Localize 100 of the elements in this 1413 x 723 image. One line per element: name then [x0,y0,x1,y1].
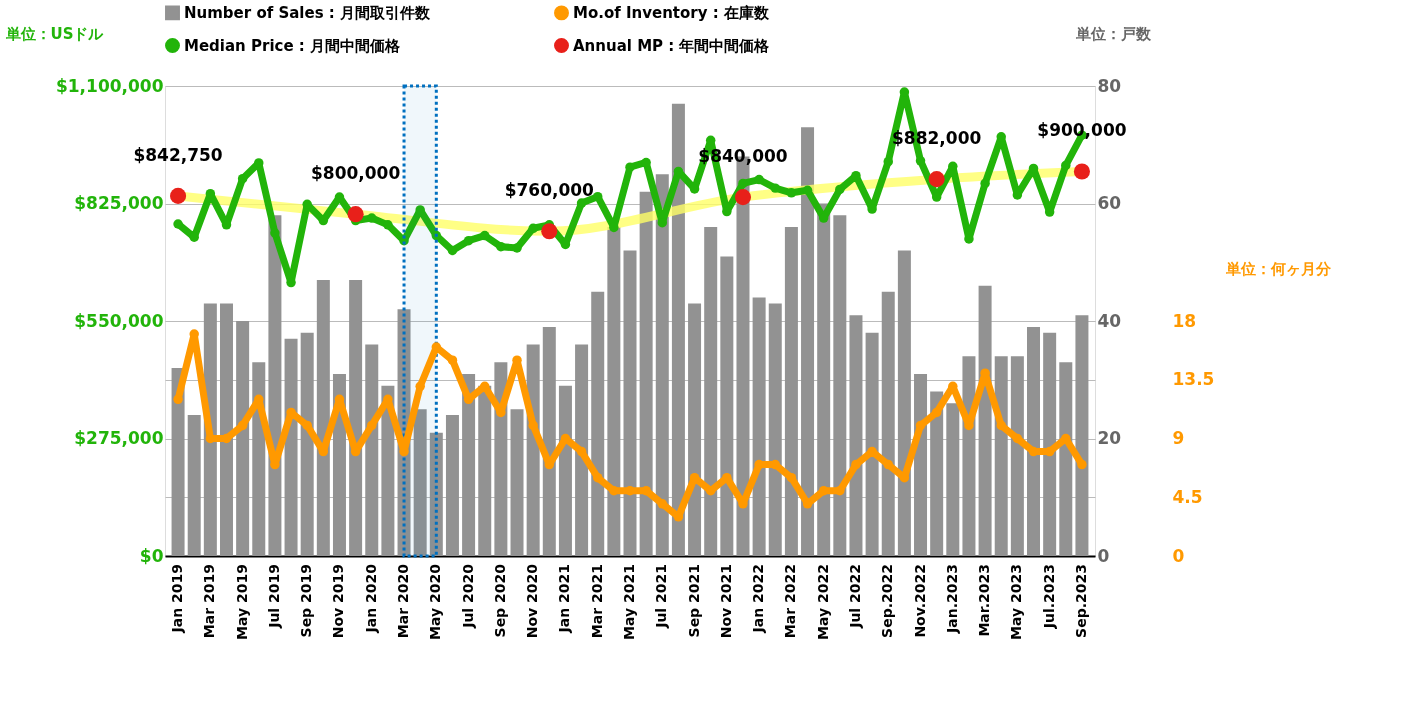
point [641,485,651,496]
bar [300,332,314,556]
point [367,420,377,431]
bar [171,368,185,556]
point [528,420,538,431]
bar [607,227,621,556]
bar [801,127,815,556]
y3-tick-label: 18 [1172,310,1197,331]
point [237,173,248,184]
bar [365,344,379,556]
bar [494,362,508,556]
bar [462,373,476,556]
bar [445,415,459,556]
bar [1059,362,1073,556]
bar [655,174,669,556]
bar [187,415,201,556]
bar [865,332,879,556]
bar [575,344,589,556]
bar [704,227,718,556]
bar [623,250,637,556]
bar [316,279,330,556]
point [541,223,558,240]
x-tick-label: Mar 2019 [201,564,218,639]
x-tick-label: May 2023 [1008,564,1025,640]
point [802,185,813,195]
bar [849,315,863,556]
bar [1027,326,1041,556]
point [754,174,764,185]
x-tick-label: Sep 2019 [298,564,315,638]
x-tick-label: Sep.2022 [879,564,896,638]
point [447,245,458,256]
x-tick-label: Jan 2019 [169,564,186,634]
bar [591,291,605,556]
x-tick-label: May 2022 [814,564,831,640]
bar [1043,332,1057,556]
bar [688,303,702,556]
y3-axis-title: 単位：何ヶ月分 [1224,259,1332,278]
bar [671,103,685,556]
y3-tick-label: 9 [1172,428,1185,448]
x-tick-label: Nov 2021 [717,564,734,639]
y-tick-label: $1,100,000 [55,75,164,96]
point [270,228,280,238]
point [883,459,893,470]
y3-tick-label: 13.5 [1172,369,1215,390]
point [996,420,1006,431]
point [592,472,603,483]
bar [897,250,911,556]
x-tick-label: May 2021 [621,564,637,640]
x-tick-label: Sep 2020 [491,563,508,638]
bar [768,303,782,556]
point [770,183,781,193]
point [1073,163,1090,180]
point [431,230,442,241]
point [786,472,797,483]
bar [284,338,298,556]
point [625,485,635,496]
y-tick-label: $275,000 [74,428,164,448]
point [367,213,377,223]
point [237,420,248,431]
data-label: $900,000 [1037,120,1127,141]
x-tick-label: Sep 2021 [685,564,702,638]
y-tick-label: $825,000 [74,193,164,213]
point [835,184,845,195]
bar [413,409,427,556]
y3-tick-label: 0 [1172,545,1185,566]
point [528,223,538,234]
point [173,219,183,229]
x-tick-label: May 2020 [427,563,444,640]
legend-label: Median Price : 月間中間価格 [184,36,402,55]
bar [558,385,572,556]
point [463,235,474,246]
bar [752,297,766,556]
point [592,191,603,202]
point [883,156,893,167]
x-tick-label: Jan 2020 [362,563,379,634]
point [496,241,506,252]
bar [429,432,443,556]
y2-tick-label: 20 [1097,428,1122,448]
bar [817,203,831,556]
y2-axis-title: 単位：戸数 [1074,24,1152,43]
legend-label: Annual MP : 年間中間価格 [573,36,771,55]
point [415,381,425,392]
point [1077,459,1087,470]
x-tick-label: Jul 2021 [653,564,670,629]
point [625,162,635,172]
point [734,189,752,206]
point [786,188,797,198]
point [851,459,861,470]
x-tick-label: Jul 2020 [459,563,476,629]
point [383,220,393,230]
y-tick-label: $550,000 [74,310,164,331]
point [302,420,312,431]
bar [720,256,734,556]
y2-tick-label: 80 [1097,75,1122,96]
x-tick-label: Jan.2023 [943,564,960,634]
y-axis-title: 単位：USドル [4,24,105,43]
point [576,446,587,457]
bar [930,391,944,556]
bar [542,326,556,556]
point [931,407,942,418]
